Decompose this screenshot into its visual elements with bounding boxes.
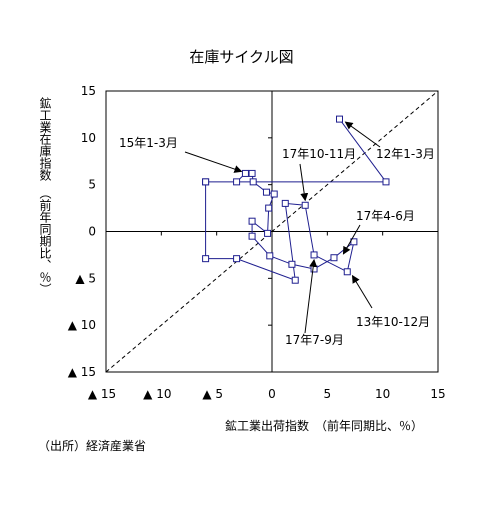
y-tick-label: 10 <box>81 131 96 145</box>
x-axis-label: 鉱工業出荷指数 （前年同期比、％） <box>225 419 424 433</box>
data-point <box>248 232 256 240</box>
annotation-label: 17年4-6月 <box>356 209 415 223</box>
annotation-arrow <box>299 163 309 202</box>
x-tick-label: 0 <box>268 387 276 401</box>
x-tick-label: 5 <box>324 387 332 401</box>
data-point <box>202 178 210 186</box>
x-tick-label: ▲ 10 <box>143 387 171 401</box>
data-point <box>382 178 390 186</box>
data-point <box>343 268 351 276</box>
y-axis-label: 鉱工業在庫指数 （前年同期比、％） <box>38 97 52 295</box>
data-point <box>301 201 309 209</box>
data-point <box>270 190 278 198</box>
annotation-label: 17年10-11月 <box>282 147 356 161</box>
data-point <box>336 115 344 123</box>
annotation-arrow <box>184 151 243 173</box>
data-point <box>264 229 272 237</box>
data-point <box>288 260 296 268</box>
data-point <box>248 217 256 225</box>
data-point <box>265 204 273 212</box>
data-point <box>291 276 299 284</box>
data-point <box>241 169 249 177</box>
annotation-label: 17年7-9月 <box>285 333 344 347</box>
data-point <box>310 251 318 259</box>
annotation-arrow <box>344 121 381 148</box>
y-tick-label: ▲ 15 <box>68 365 96 379</box>
data-point <box>330 254 338 262</box>
source-note: （出所）経済産業省 <box>38 439 147 453</box>
x-tick-label: 15 <box>430 387 445 401</box>
x-tick-label: ▲ 5 <box>202 387 223 401</box>
annotation-label: 15年1-3月 <box>119 136 178 150</box>
chart-title: 在庫サイクル図 <box>189 48 294 66</box>
annotation-arrow <box>342 224 361 255</box>
data-point <box>202 255 210 263</box>
data-point <box>248 169 256 177</box>
x-tick-label: 10 <box>375 387 390 401</box>
data-point <box>310 265 318 273</box>
x-tick-label: ▲ 15 <box>88 387 116 401</box>
y-tick-label: ▲ 5 <box>75 271 96 285</box>
y-tick-label: ▲ 10 <box>68 318 96 332</box>
y-tick-label: 15 <box>81 84 96 98</box>
data-point <box>266 252 274 260</box>
annotation-arrow <box>351 274 373 309</box>
data-point <box>249 178 257 186</box>
data-point <box>233 178 241 186</box>
annotation-label: 12年1-3月 <box>376 147 435 161</box>
data-point <box>262 188 270 196</box>
annotation-label: 13年10-12月 <box>356 315 430 329</box>
series-line <box>205 118 387 281</box>
y-tick-label: 0 <box>88 225 96 239</box>
y-tick-label: 5 <box>88 178 96 192</box>
data-point <box>281 199 289 207</box>
annotation-arrow <box>304 258 318 334</box>
data-point <box>233 255 241 263</box>
